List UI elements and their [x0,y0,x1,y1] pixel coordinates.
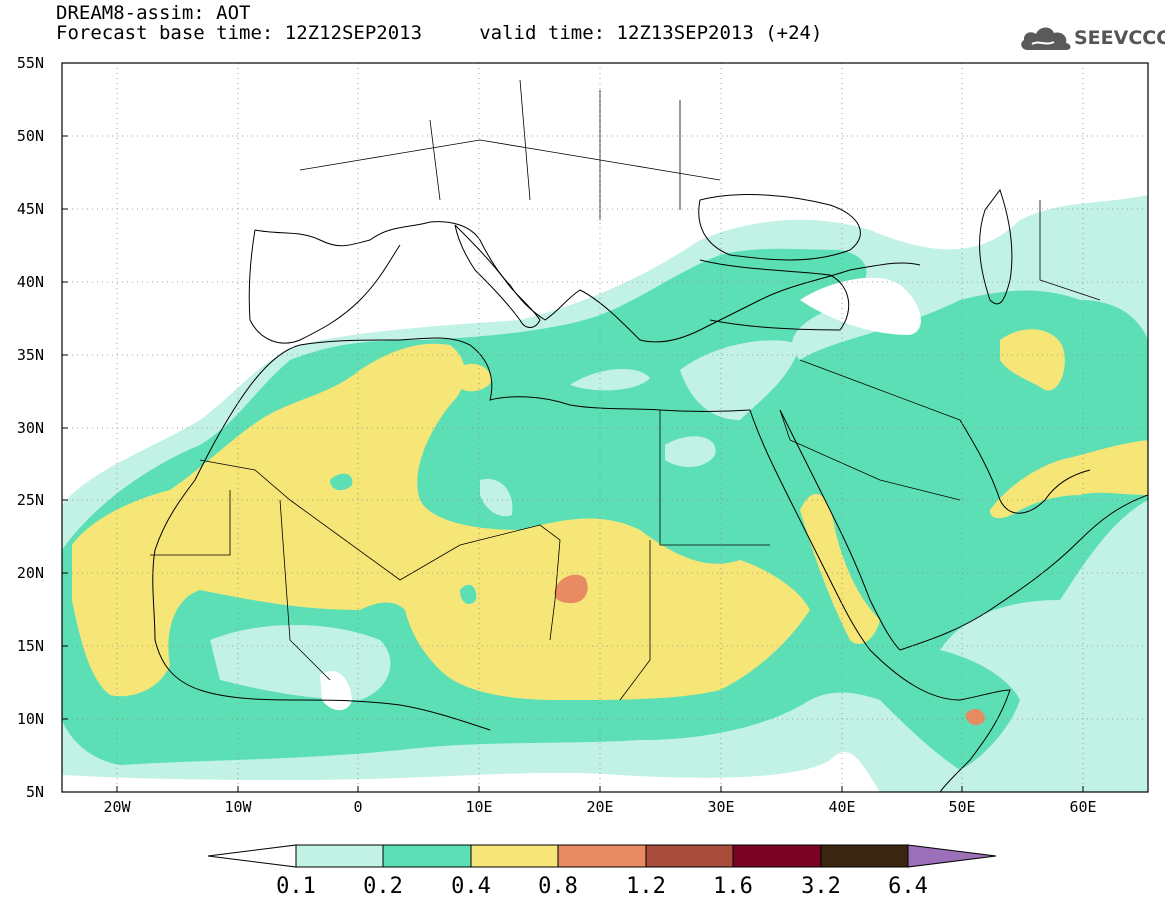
coast-red-sea-east [779,409,901,651]
colorbar-label: 6.4 [888,874,928,899]
lon-label: 50E [948,798,975,816]
aot-band-0.8 [554,574,588,604]
lon-label: 60E [1069,798,1096,816]
border-west-africa [150,490,331,681]
lon-label: 10W [224,798,252,816]
lon-labels: 20W 10W 0 10E 20E 30E 40E 50E 60E [103,798,1096,816]
coast-caspian [979,188,1013,305]
coast-west-africa [152,399,491,731]
lat-label: 55N [17,54,44,72]
aot-band-0.1-libya [480,479,513,517]
aot-band-0.1-med [570,340,800,420]
border-europe [299,79,721,220]
aot-band-0.4-sahara-holes [330,473,477,605]
lat-label: 30N [17,419,44,437]
colorbar-bin-4 [557,844,647,868]
colorbar-labels: 0.1 0.2 0.4 0.8 1.2 1.6 3.2 6.4 [276,874,928,899]
coast-black-sea [698,194,861,261]
colorbar-label: 3.2 [801,874,841,899]
colorbar [207,844,997,868]
lat-label: 10N [17,710,44,728]
colorbar-bin-1 [295,844,384,868]
lon-label: 0 [353,798,362,816]
border-middle-east [779,200,1101,501]
coast-europe [254,221,921,343]
lat-label: 5N [26,783,44,801]
lat-label: 15N [17,637,44,655]
coast-gulf [959,419,1091,514]
coastlines [150,79,1148,792]
lat-label: 20N [17,564,44,582]
coast-horn [869,649,1011,792]
lat-label: 40N [17,273,44,291]
border-sahara-2 [619,410,770,701]
cloud-logo-icon [1021,27,1071,50]
lat-labels: 55N 50N 45N 40N 35N 30N 25N 20N 15N 10N … [17,54,44,801]
lon-label: 20E [586,798,613,816]
logo-text: SEEVCCC [1074,27,1165,49]
lon-label: 30E [707,798,734,816]
aot-white-hole-1 [800,277,921,335]
ticks [62,62,1084,793]
aot-band-0.4-red-sea [800,493,880,644]
coast-red-sea-west [749,409,871,651]
aot-fields [62,195,1148,792]
coast-anatolia [699,259,850,331]
coast-italy [454,224,541,328]
graticule [62,63,1148,792]
colorbar-label: 0.4 [451,874,491,899]
coast-iberia [248,229,401,344]
colorbar-label: 1.2 [626,874,666,899]
colorbar-bin-7 [820,844,909,868]
lon-label: 10E [465,798,492,816]
lat-label: 45N [17,200,44,218]
colorbar-bin-5 [645,844,734,868]
colorbar-label: 0.1 [276,874,316,899]
lat-label: 50N [17,127,44,145]
border-sahara-1 [199,459,561,641]
coast-arabia-south [899,494,1148,651]
colorbar-bin-2 [382,844,472,868]
colorbar-bin-6 [732,844,822,868]
lon-label: 40E [828,798,855,816]
lon-label: 20W [103,798,131,816]
map-title: DREAM8-assim: AOT [56,2,251,24]
colorbar-label: 1.6 [713,874,753,899]
colorbar-label: 0.8 [538,874,578,899]
colorbar-high-arrow [907,844,997,868]
lat-label: 25N [17,491,44,509]
aot-band-0.8-somalia [965,708,985,726]
colorbar-low-arrow [207,844,297,868]
aot-band-0.4-tunisia [455,363,492,392]
colorbar-label: 0.2 [363,874,403,899]
colorbar-bin-3 [470,844,559,868]
map-subtitle: Forecast base time: 12Z12SEP2013 valid t… [56,22,823,44]
aot-band-0.4-iran [1000,329,1065,391]
aot-band-0.4-west [72,343,810,700]
aot-band-0.4-gulf [990,440,1148,519]
coast-north-africa [239,337,751,412]
aot-band-0.1-egypt [665,436,716,467]
lat-label: 35N [17,346,44,364]
